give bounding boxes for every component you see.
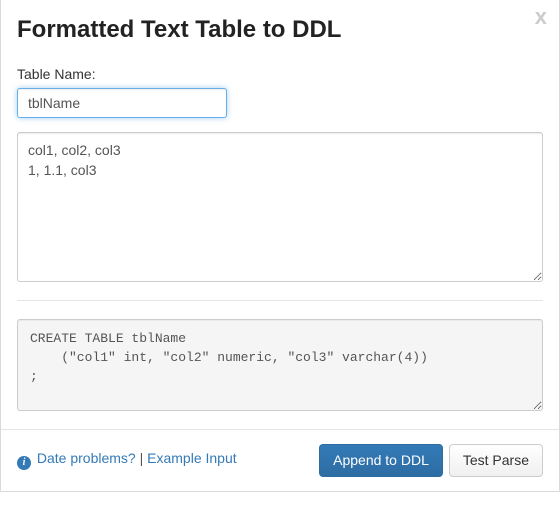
info-icon: i: [17, 456, 31, 470]
example-input-link[interactable]: Example Input: [147, 450, 237, 466]
table-name-label: Table Name:: [17, 66, 543, 82]
dialog-body: Formatted Text Table to DDL Table Name:: [1, 0, 559, 411]
append-to-ddl-button[interactable]: Append to DDL: [319, 444, 443, 477]
date-problems-link[interactable]: Date problems?: [37, 450, 136, 466]
close-icon[interactable]: x: [535, 6, 547, 28]
footer-separator: |: [136, 450, 147, 466]
source-text-input[interactable]: [17, 132, 543, 282]
dialog-footer: i Date problems? | Example Input Append …: [1, 429, 559, 491]
divider: [17, 300, 543, 301]
test-parse-button[interactable]: Test Parse: [449, 444, 543, 477]
ddl-dialog: x Formatted Text Table to DDL Table Name…: [0, 0, 560, 492]
ddl-output[interactable]: [17, 319, 543, 411]
dialog-title: Formatted Text Table to DDL: [17, 16, 543, 44]
footer-help: i Date problems? | Example Input: [17, 450, 313, 470]
table-name-input[interactable]: [17, 88, 227, 118]
